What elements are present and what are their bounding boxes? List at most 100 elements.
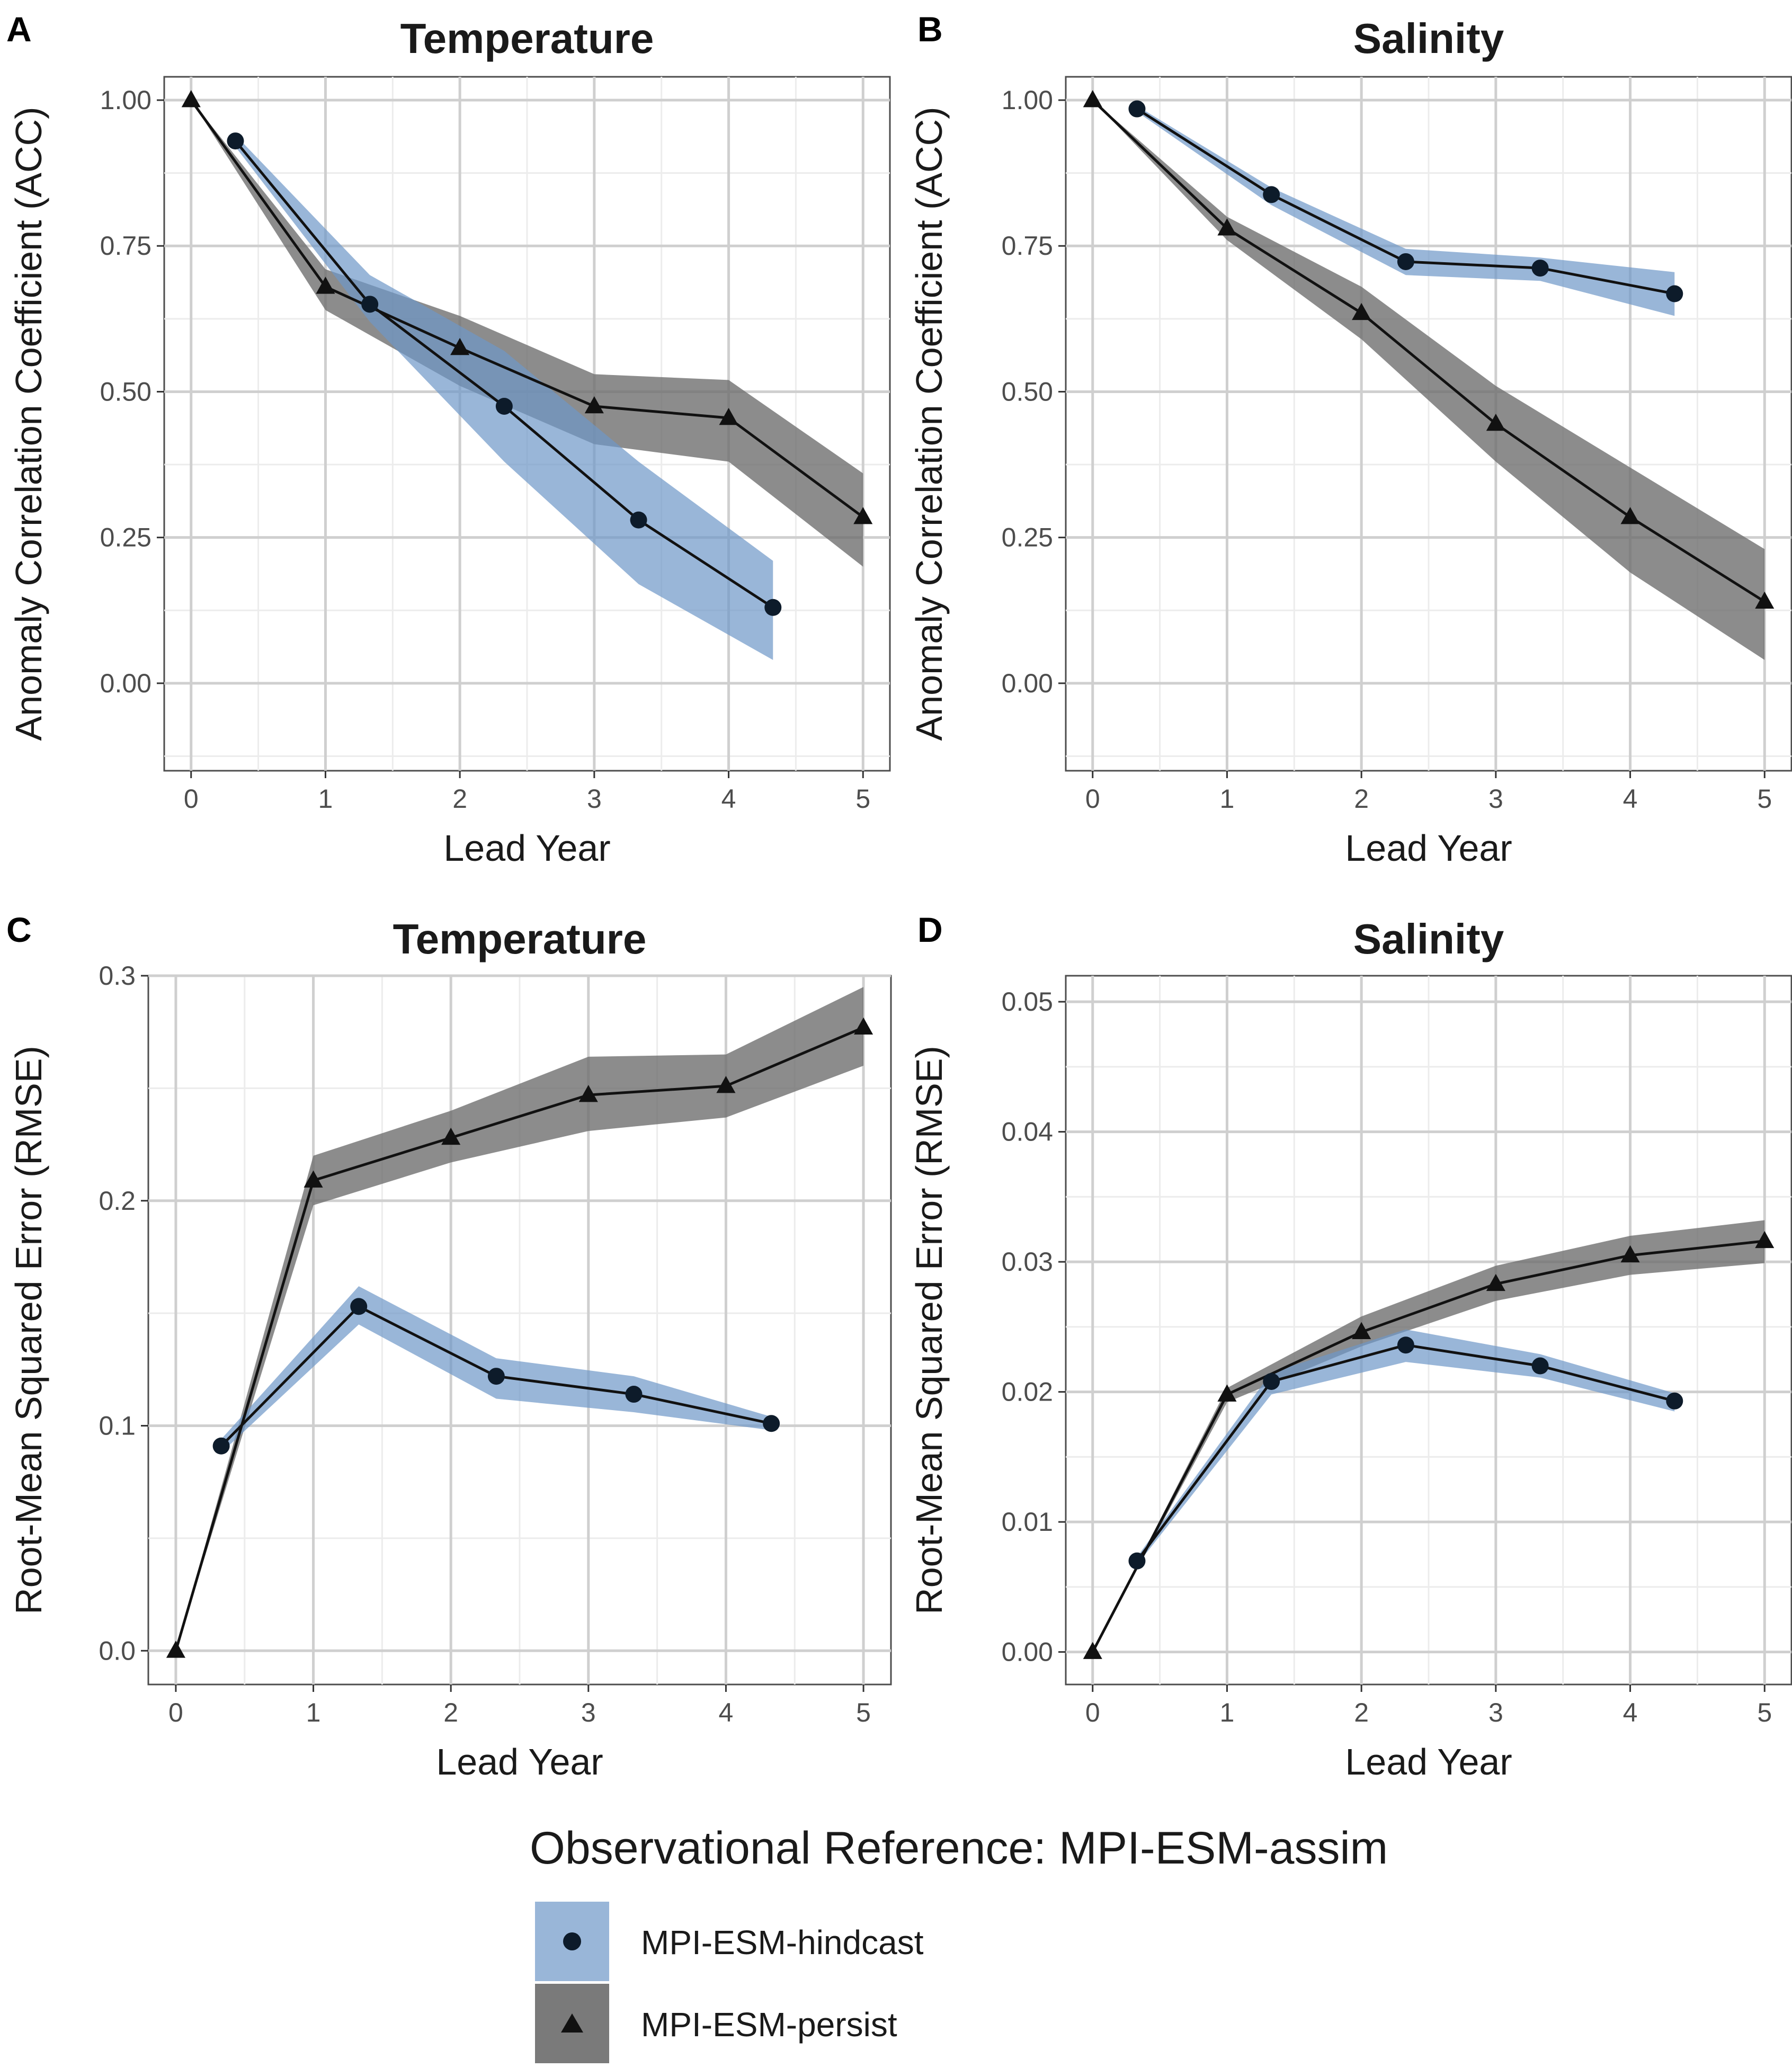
- persist-point: [181, 90, 201, 108]
- x-tick-label: 5: [1757, 1698, 1772, 1727]
- x-tick-label: 2: [452, 784, 467, 814]
- x-axis-title: Lead Year: [443, 827, 610, 869]
- x-tick-label: 2: [443, 1698, 458, 1727]
- x-tick-label: 2: [1354, 784, 1369, 814]
- panel-title: Salinity: [1353, 15, 1504, 62]
- y-tick-label: 0.25: [100, 523, 151, 552]
- x-tick-label: 3: [587, 784, 602, 814]
- x-tick-label: 4: [1623, 784, 1638, 814]
- persist-point: [854, 1017, 873, 1035]
- hindcast-point: [764, 599, 782, 616]
- y-tick-label: 0.50: [100, 377, 151, 406]
- legend-key-hindcast: [535, 1902, 609, 1981]
- hindcast-point: [487, 1368, 505, 1385]
- persist-point: [1083, 1642, 1102, 1659]
- persist-band: [1092, 100, 1765, 660]
- persist-point: [1352, 1322, 1371, 1339]
- x-axis-title: Lead Year: [1345, 827, 1512, 869]
- y-tick-label: 0.2: [99, 1186, 136, 1216]
- panel-c-temperature-rmse: C Temperature 0 1 2 3 4 5 0.0 0.1 0.2 0.3 Lead Year R…: [6, 910, 892, 1782]
- y-tick-label: 0.04: [1002, 1117, 1053, 1147]
- hindcast-point: [1666, 1392, 1683, 1410]
- persist-band: [191, 100, 863, 567]
- hindcast-point: [1397, 1336, 1414, 1354]
- y-tick-label: 0.00: [100, 668, 151, 698]
- x-tick-label: 4: [721, 784, 736, 814]
- panel-d-salinity-rmse: D Salinity 0 1 2 3 4 5 0.00 0.01 0.02 0.03 0.04 0.05 L…: [908, 910, 1792, 1782]
- panel-title: Temperature: [400, 15, 654, 62]
- x-tick-label: 5: [855, 784, 870, 814]
- x-tick-label: 0: [1085, 784, 1100, 814]
- y-tick-label: 0.3: [99, 961, 136, 991]
- legend-item-persist: MPI-ESM-persist: [535, 1984, 1012, 2063]
- x-tick-label: 3: [581, 1698, 596, 1727]
- persist-line: [1091, 1240, 1765, 1653]
- persist-band: [175, 987, 864, 1651]
- x-tick-label: 4: [719, 1698, 734, 1727]
- persist-point: [1620, 1245, 1640, 1263]
- x-axis-title: Lead Year: [436, 1741, 603, 1782]
- x-tick-label: 1: [306, 1698, 321, 1727]
- x-tick-label: 4: [1623, 1698, 1638, 1727]
- legend-item-hindcast: MPI-ESM-hindcast: [535, 1902, 1012, 1981]
- persist-point: [1217, 1384, 1237, 1402]
- y-tick-label: 0.75: [100, 231, 151, 261]
- persist-point: [719, 407, 738, 425]
- y-tick-label: 0.02: [1002, 1377, 1053, 1407]
- hindcast-band: [235, 135, 773, 660]
- persist-point: [316, 277, 335, 294]
- y-tick-label: 0.25: [1002, 523, 1053, 552]
- hindcast-point: [227, 132, 244, 150]
- y-axis-title: Root-Mean Squared Error (RMSE): [8, 1046, 49, 1615]
- hindcast-point: [1531, 1357, 1549, 1375]
- y-tick-label: 0.05: [1002, 987, 1053, 1017]
- persist-point: [441, 1127, 461, 1145]
- y-tick-label: 0.00: [1002, 1637, 1053, 1667]
- persist-line: [174, 1026, 864, 1651]
- persist-point: [853, 507, 873, 524]
- x-tick-label: 5: [856, 1698, 871, 1727]
- panel-b-salinity-acc: B Salinity 0 1 2 3 4 5 0.00 0.25 0.50 0.75 1.00 Lead …: [908, 10, 1792, 869]
- x-tick-label: 1: [1220, 784, 1235, 814]
- y-axis-title: Root-Mean Squared Error (RMSE): [908, 1046, 950, 1615]
- y-tick-label: 0.01: [1002, 1507, 1053, 1537]
- persist-point: [304, 1170, 323, 1188]
- y-axis-title: Anomaly Correlation Coefficient (ACC): [908, 107, 950, 741]
- persist-point: [1486, 1273, 1505, 1291]
- persist-point: [450, 337, 470, 355]
- x-tick-label: 1: [1220, 1698, 1235, 1727]
- panel-letter: C: [6, 910, 32, 949]
- persist-point: [1486, 414, 1505, 431]
- hindcast-point: [361, 296, 379, 313]
- hindcast-point: [630, 511, 647, 529]
- hindcast-point: [1128, 1552, 1146, 1570]
- panel-letter: D: [917, 910, 943, 949]
- persist-point: [584, 396, 604, 414]
- hindcast-point: [1531, 260, 1549, 277]
- y-axis-title: Anomaly Correlation Coefficient (ACC): [8, 107, 49, 741]
- triangle-marker-icon: [561, 2013, 583, 2033]
- panel-title: Temperature: [393, 915, 647, 962]
- x-tick-label: 0: [1085, 1698, 1100, 1727]
- persist-point: [1217, 218, 1237, 236]
- persist-point: [578, 1085, 598, 1102]
- y-tick-label: 0.1: [99, 1411, 136, 1441]
- x-tick-label: 3: [1488, 1698, 1503, 1727]
- y-tick-label: 0.00: [1002, 668, 1053, 698]
- hindcast-point: [1666, 285, 1683, 302]
- legend: Observational Reference: MPI-ESM-assim M…: [530, 1822, 1483, 2063]
- persist-band: [1092, 1220, 1765, 1652]
- x-tick-label: 1: [318, 784, 333, 814]
- panel-letter: A: [6, 10, 32, 49]
- x-tick-label: 0: [168, 1698, 183, 1727]
- x-tick-label: 2: [1354, 1698, 1369, 1727]
- y-tick-label: 1.00: [1002, 85, 1053, 115]
- persist-point: [1620, 507, 1640, 524]
- legend-title: Observational Reference: MPI-ESM-assim: [530, 1823, 1388, 1874]
- hindcast-point: [1263, 1372, 1280, 1390]
- y-tick-label: 0.03: [1002, 1247, 1053, 1277]
- persist-point: [166, 1641, 185, 1658]
- hindcast-point: [495, 397, 513, 415]
- persist-point: [1755, 591, 1775, 609]
